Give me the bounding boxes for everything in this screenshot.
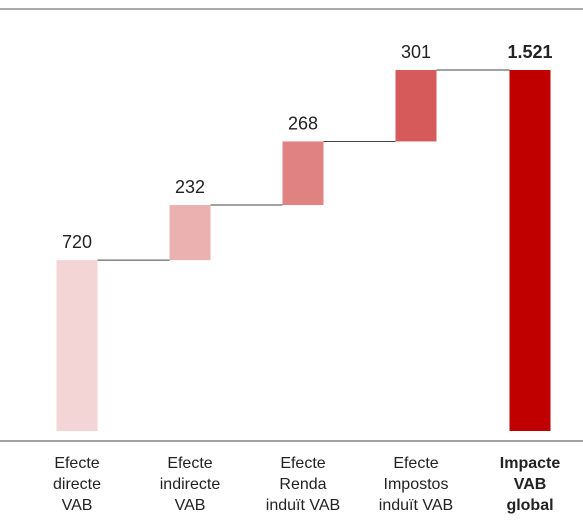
- data-label: 301: [401, 42, 431, 62]
- tick-label: Efecte: [280, 455, 325, 472]
- data-label: 1.521: [507, 42, 552, 62]
- tick-label: Efecte: [54, 455, 99, 472]
- tick-label: induït VAB: [266, 497, 340, 514]
- tick-label: indirecte: [160, 476, 221, 493]
- tick-label: VAB: [62, 497, 93, 514]
- tick-label: Impacte: [500, 455, 561, 472]
- bar: [169, 205, 211, 261]
- tick-label: VAB: [514, 476, 547, 493]
- bar: [509, 70, 551, 431]
- tick-label: directe: [53, 476, 101, 493]
- tick-label: global: [506, 497, 553, 514]
- tick-label: VAB: [175, 497, 206, 514]
- bar: [395, 70, 437, 142]
- tick-label: Renda: [279, 476, 326, 493]
- tick-label: Impostos: [384, 476, 449, 493]
- tick-label: Efecte: [393, 455, 438, 472]
- data-label: 232: [175, 177, 205, 197]
- tick-label: Efecte: [167, 455, 212, 472]
- tick-label: induït VAB: [379, 497, 453, 514]
- bar: [282, 141, 324, 206]
- data-label: 268: [288, 113, 318, 133]
- bar: [56, 260, 98, 431]
- data-label: 720: [62, 232, 92, 252]
